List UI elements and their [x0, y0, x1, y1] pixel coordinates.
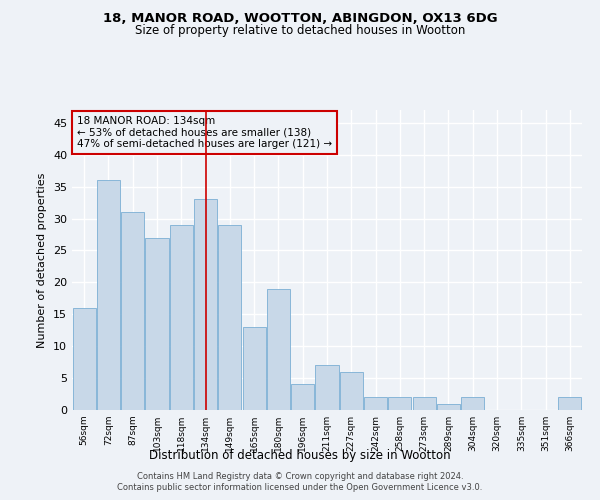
Text: Size of property relative to detached houses in Wootton: Size of property relative to detached ho… [135, 24, 465, 37]
Bar [242, 327, 266, 410]
Bar [97, 180, 120, 410]
Bar [145, 238, 169, 410]
Text: Contains public sector information licensed under the Open Government Licence v3: Contains public sector information licen… [118, 484, 482, 492]
Bar [364, 397, 387, 410]
Bar [121, 212, 144, 410]
Text: 18, MANOR ROAD, WOOTTON, ABINGDON, OX13 6DG: 18, MANOR ROAD, WOOTTON, ABINGDON, OX13 … [103, 12, 497, 26]
Bar [461, 397, 484, 410]
Y-axis label: Number of detached properties: Number of detached properties [37, 172, 47, 348]
Bar [73, 308, 95, 410]
Text: Distribution of detached houses by size in Wootton: Distribution of detached houses by size … [149, 448, 451, 462]
Bar [437, 404, 460, 410]
Bar [340, 372, 363, 410]
Bar [218, 225, 241, 410]
Bar [194, 200, 217, 410]
Bar [291, 384, 314, 410]
Bar [413, 397, 436, 410]
Bar [267, 288, 290, 410]
Bar [559, 397, 581, 410]
Bar [316, 366, 338, 410]
Text: Contains HM Land Registry data © Crown copyright and database right 2024.: Contains HM Land Registry data © Crown c… [137, 472, 463, 481]
Text: 18 MANOR ROAD: 134sqm
← 53% of detached houses are smaller (138)
47% of semi-det: 18 MANOR ROAD: 134sqm ← 53% of detached … [77, 116, 332, 149]
Bar [388, 397, 412, 410]
Bar [170, 225, 193, 410]
